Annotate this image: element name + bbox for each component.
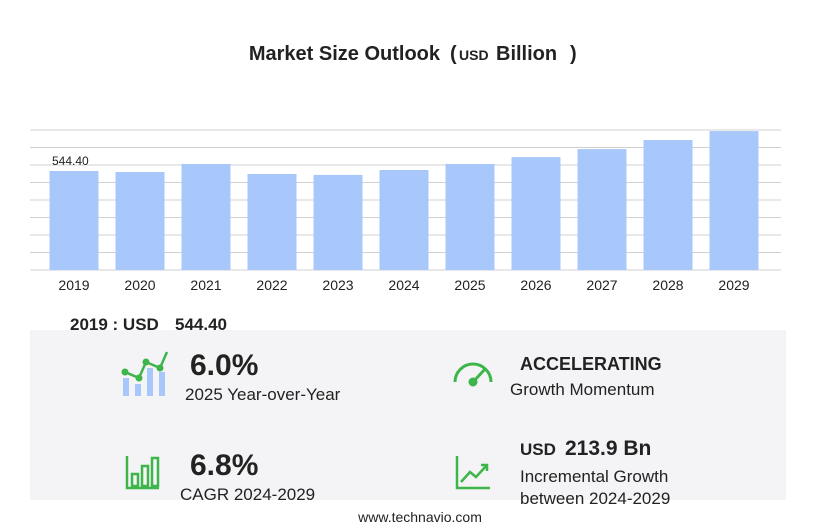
icon-gauge [453, 362, 493, 387]
x-tick-label: 2025 [454, 277, 485, 293]
bar [577, 149, 627, 270]
bar [247, 174, 297, 270]
x-tick-label: 2027 [586, 277, 617, 293]
bar [313, 174, 363, 270]
chart-title: Market Size Outlook [249, 43, 441, 65]
kpi-label: 2025 Year-over-Year [185, 385, 341, 404]
icon-cagr [125, 456, 160, 490]
kpi-label: Incremental Growth [520, 467, 668, 486]
paren: ) [570, 43, 577, 65]
x-tick-label: 2021 [190, 277, 221, 293]
x-tick-label: 2028 [652, 277, 683, 293]
bar [49, 171, 99, 270]
kpi-value: 213.9 Bn [565, 437, 651, 460]
kpi-unit: USD [520, 440, 556, 459]
x-tick-label: 2029 [718, 277, 749, 293]
x-tick-label: 2026 [520, 277, 551, 293]
unit-prefix: USD [459, 47, 489, 63]
kpi-label: between 2024-2029 [520, 489, 670, 508]
summary-label: 2019 : USD [70, 315, 159, 334]
icon-yoy [121, 351, 169, 396]
unit: Billion [496, 43, 557, 65]
kpi-value: 6.0% [190, 349, 258, 382]
footer: www.technavio.com [357, 509, 482, 525]
kpi-value: 6.8% [190, 449, 258, 482]
bar [379, 170, 429, 270]
x-tick-label: 2024 [388, 277, 419, 293]
x-tick-label: 2023 [322, 277, 353, 293]
bar [511, 157, 561, 270]
x-tick-label: 2019 [58, 277, 89, 293]
data-label: 544.40 [52, 154, 89, 168]
summary-value: 544.40 [175, 315, 227, 334]
bar [115, 172, 165, 270]
kpi-panel [30, 330, 786, 500]
kpi-label: CAGR 2024-2029 [180, 485, 315, 504]
bar [709, 131, 759, 270]
kpi-label: Growth Momentum [510, 380, 655, 399]
paren: ( [450, 43, 457, 65]
x-tick-label: 2020 [124, 277, 155, 293]
icon-increment [455, 456, 490, 490]
bar [445, 164, 495, 270]
bar [181, 164, 231, 270]
bar [643, 140, 693, 270]
x-tick-label: 2022 [256, 277, 287, 293]
kpi-value: ACCELERATING [520, 354, 662, 374]
